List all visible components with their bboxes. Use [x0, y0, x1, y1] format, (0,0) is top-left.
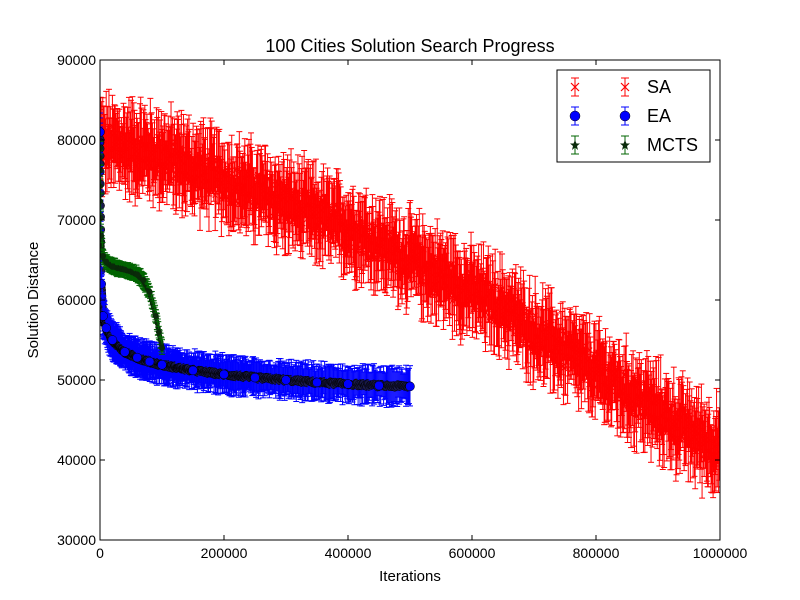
- series-sa: [100, 88, 720, 499]
- series-ea: [100, 112, 415, 408]
- data-point: [715, 449, 720, 455]
- data-point: [492, 283, 499, 289]
- data-point: [716, 441, 720, 447]
- plot-data: [100, 88, 720, 499]
- data-point: [717, 426, 720, 432]
- chart-title: 100 Cities Solution Search Progress: [265, 36, 554, 56]
